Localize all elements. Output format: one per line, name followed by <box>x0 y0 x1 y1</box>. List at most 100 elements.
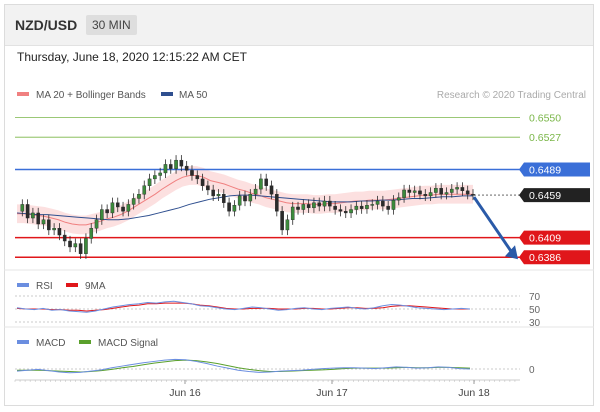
x-tick-label: Jun 17 <box>316 387 348 399</box>
legend-macd-label: MACD <box>36 338 65 349</box>
candle-body <box>179 159 184 167</box>
timestamp: Thursday, June 18, 2020 12:15:22 AM CET <box>17 50 247 64</box>
candle-body <box>73 243 78 248</box>
candle-body <box>418 190 422 195</box>
legend-macd-swatch <box>17 340 29 344</box>
candle-body <box>62 234 67 242</box>
level-label-3: 0.6459 <box>519 188 590 203</box>
candle-body <box>211 189 215 197</box>
candle-body <box>200 178 205 186</box>
candle-body <box>375 200 380 205</box>
candle-body <box>280 211 284 231</box>
rsi-line <box>16 300 471 313</box>
candle-body <box>174 159 178 169</box>
timeframe-badge[interactable]: 30 MIN <box>86 15 137 35</box>
candle-body <box>391 199 396 210</box>
legend-macd-signal-label: MACD Signal <box>98 338 158 349</box>
candle-body <box>78 243 83 254</box>
level-label-5: 0.6386 <box>519 250 590 265</box>
rsi-tick-70: 70 <box>529 292 541 303</box>
candle-body <box>328 200 332 207</box>
candle-body <box>264 178 269 186</box>
level-label-text: 0.6459 <box>529 190 561 202</box>
candle-body <box>20 204 25 212</box>
level-label-2: 0.6489 <box>519 162 590 177</box>
candle-body <box>31 212 35 219</box>
candle-body <box>158 172 162 176</box>
legend-rsi-swatch <box>17 283 29 287</box>
legend-bb-label: MA 20 + Bollinger Bands <box>36 90 146 101</box>
candle-body <box>131 198 136 205</box>
candle-body <box>126 204 131 212</box>
candle-body <box>142 185 147 195</box>
candle-body <box>248 194 253 202</box>
legend-macd-signal-swatch <box>79 340 91 344</box>
candle-body <box>36 212 41 225</box>
candle-body <box>322 200 327 207</box>
candle-body <box>285 219 290 231</box>
level-label-text: 0.6386 <box>529 252 561 264</box>
candle-body <box>190 170 194 176</box>
candle-body <box>428 192 433 197</box>
candle-body <box>444 192 449 195</box>
candle-body <box>338 209 343 212</box>
legend-bb-swatch <box>17 92 29 96</box>
level-label-box <box>519 188 590 203</box>
forecast-arrow-shaft <box>472 196 513 253</box>
rsi-9ma-line <box>16 302 470 312</box>
x-tick-label: Jun 16 <box>169 387 201 399</box>
candle-body <box>312 202 316 209</box>
candle-body <box>206 185 210 191</box>
candle-body <box>465 190 470 195</box>
candle-body <box>137 194 141 199</box>
candle-body <box>296 206 300 210</box>
candle-body <box>94 219 99 229</box>
candle-body <box>439 188 443 195</box>
candle-body <box>221 194 226 203</box>
candle-body <box>115 202 120 208</box>
candle-body <box>269 185 274 195</box>
candle-body <box>386 205 390 210</box>
candle-body <box>163 164 168 174</box>
macd-line <box>16 358 471 374</box>
currency-pair-title: NZD/USD <box>15 17 78 33</box>
legend-ma50-swatch <box>161 92 173 96</box>
level-label-box <box>519 250 590 265</box>
candle-body <box>243 195 247 202</box>
legend-ma50-label: MA 50 <box>179 90 208 101</box>
candle-body <box>434 188 438 193</box>
level-label-text-1: 0.6527 <box>529 132 561 144</box>
candle-body <box>100 209 104 220</box>
candle-body <box>301 204 306 210</box>
macd-signal-line <box>17 359 471 373</box>
forecast-arrow-head <box>505 245 518 260</box>
legend-9ma-swatch <box>66 283 78 287</box>
candle-body <box>153 175 157 180</box>
candle-body <box>317 202 322 207</box>
candle-body <box>343 211 348 214</box>
candle-body <box>354 205 359 210</box>
candle-body <box>365 205 369 209</box>
candle-body <box>52 228 56 231</box>
candle-body <box>407 189 412 193</box>
chart-header: NZD/USD 30 MIN <box>5 5 593 46</box>
x-tick-label: Jun 18 <box>458 387 490 399</box>
candle-body <box>232 205 237 212</box>
candle-body <box>460 187 465 192</box>
candle-body <box>259 178 263 190</box>
candle-body <box>57 228 62 236</box>
candle-body <box>370 204 375 206</box>
candle-body <box>121 206 125 212</box>
candle-body <box>41 219 46 225</box>
candle-body <box>423 194 428 197</box>
candle-body <box>168 164 173 169</box>
level-label-text: 0.6409 <box>529 233 561 245</box>
x-axis: Jun 16 Jun 17 Jun 18 <box>14 380 516 399</box>
candle-body <box>184 165 189 171</box>
candle-body <box>333 205 337 210</box>
candle-body <box>471 194 475 196</box>
candle-body <box>396 197 401 201</box>
candle-body <box>110 202 115 214</box>
candle-body <box>195 175 200 180</box>
